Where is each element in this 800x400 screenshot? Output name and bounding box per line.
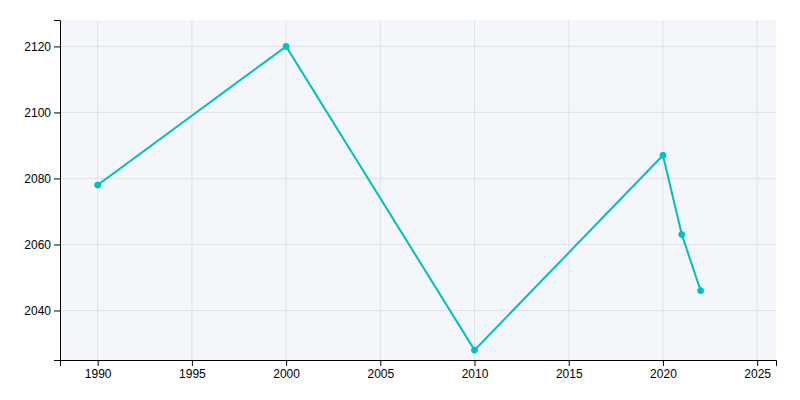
grid-line (60, 112, 776, 113)
tick: 2020 (650, 360, 677, 381)
tick-mark (475, 360, 476, 366)
tick-mark (192, 360, 193, 366)
grid-line (60, 244, 776, 245)
x-axis: 1990 1995 2000 2005 2010 2015 2020 2025 (61, 360, 777, 381)
tick-label: 2015 (556, 367, 583, 381)
point (95, 182, 101, 188)
plot-background (60, 20, 776, 360)
chart: 1990 1995 2000 2005 2010 2015 2020 2025 2040 2060… (0, 0, 800, 400)
tick-mark (286, 360, 287, 366)
tick-mark (54, 244, 60, 245)
tick-mark (380, 360, 381, 366)
tick-label: 2120 (24, 40, 51, 54)
tick: 2120 (24, 40, 60, 54)
tick-label: 2020 (650, 367, 677, 381)
tick: 2080 (24, 172, 60, 186)
point (283, 43, 289, 49)
grid-line (191, 20, 192, 360)
tick-mark (569, 360, 570, 366)
axis-line (54, 21, 61, 361)
tick-label: 2060 (24, 238, 51, 252)
y-axis: 2040 2060 2080 2100 2120 (24, 21, 60, 361)
line (98, 46, 701, 350)
tick: 2015 (556, 360, 583, 381)
grid-line (97, 20, 98, 360)
tick: 1990 (85, 360, 112, 381)
tick-label: 2040 (24, 304, 51, 318)
tick-mark (54, 112, 60, 113)
tick-label: 2080 (24, 172, 51, 186)
tick: 2005 (367, 360, 394, 381)
tick-mark (757, 360, 758, 366)
tick: 2060 (24, 238, 60, 252)
point (679, 232, 685, 238)
point (698, 288, 704, 294)
tick-label: 2025 (744, 367, 771, 381)
tick-label: 2100 (24, 106, 51, 120)
series (95, 43, 704, 353)
grid-line (286, 20, 287, 360)
grid-line (474, 20, 475, 360)
tick-mark (54, 178, 60, 179)
tick: 2025 (744, 360, 771, 381)
grid-line (60, 310, 776, 311)
tick-mark (54, 310, 60, 311)
tick-mark (663, 360, 664, 366)
axis-line (61, 361, 777, 367)
tick: 2100 (24, 106, 60, 120)
grid-line (757, 20, 758, 360)
tick-label: 1995 (179, 367, 206, 381)
tick: 2000 (273, 360, 300, 381)
tick-mark (98, 360, 99, 366)
tick: 2040 (24, 304, 60, 318)
grid-line (380, 20, 381, 360)
point (472, 347, 478, 353)
grid-line (662, 20, 663, 360)
point (660, 152, 666, 158)
grid-line (60, 46, 776, 47)
plot: 1990 1995 2000 2005 2010 2015 2020 2025 2040 2060… (24, 20, 776, 381)
tick-label: 1990 (85, 367, 112, 381)
tick-label: 2010 (462, 367, 489, 381)
tick-label: 2005 (367, 367, 394, 381)
tick: 1995 (179, 360, 206, 381)
grid-line (568, 20, 569, 360)
tick: 2010 (462, 360, 489, 381)
grid (60, 20, 776, 360)
tick-mark (54, 46, 60, 47)
tick-label: 2000 (273, 367, 300, 381)
